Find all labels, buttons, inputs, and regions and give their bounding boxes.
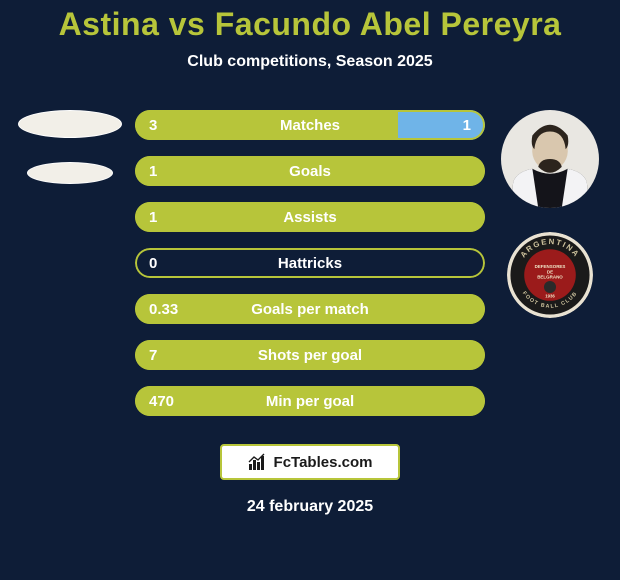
stat-bar-left-fill xyxy=(135,202,485,232)
stat-bar-right-fill xyxy=(398,110,486,140)
stat-bar: Goals1 xyxy=(135,156,485,186)
stat-bar: Goals per match0.33 xyxy=(135,294,485,324)
stat-bar-label: Hattricks xyxy=(135,248,485,278)
stat-bar-left-value: 0 xyxy=(149,248,157,278)
page-subtitle: Club competitions, Season 2025 xyxy=(0,53,620,71)
stat-bar: Matches31 xyxy=(135,110,485,140)
stat-bar-left-fill xyxy=(135,340,485,370)
stat-bar: Hattricks0 xyxy=(135,248,485,278)
stat-bar-left-fill xyxy=(135,156,485,186)
stat-bar-left-fill xyxy=(135,386,485,416)
brand-text: FcTables.com xyxy=(274,454,373,471)
stat-bar: Assists1 xyxy=(135,202,485,232)
footer-date: 24 february 2025 xyxy=(0,498,620,516)
comparison-infographic: Astina vs Facundo Abel Pereyra Club comp… xyxy=(0,0,620,580)
chart-bars-icon xyxy=(248,452,268,472)
stat-bar: Shots per goal7 xyxy=(135,340,485,370)
page-title: Astina vs Facundo Abel Pereyra xyxy=(0,0,620,43)
stat-bar-left-fill xyxy=(135,110,398,140)
stats-bars: Matches31 Goals1 Assists1 Hattricks0 Goals p… xyxy=(0,110,620,432)
stat-bar-outline xyxy=(135,248,485,278)
stat-bar-left-fill xyxy=(135,294,485,324)
stat-bar: Min per goal470 xyxy=(135,386,485,416)
brand-box: FcTables.com xyxy=(220,444,400,480)
